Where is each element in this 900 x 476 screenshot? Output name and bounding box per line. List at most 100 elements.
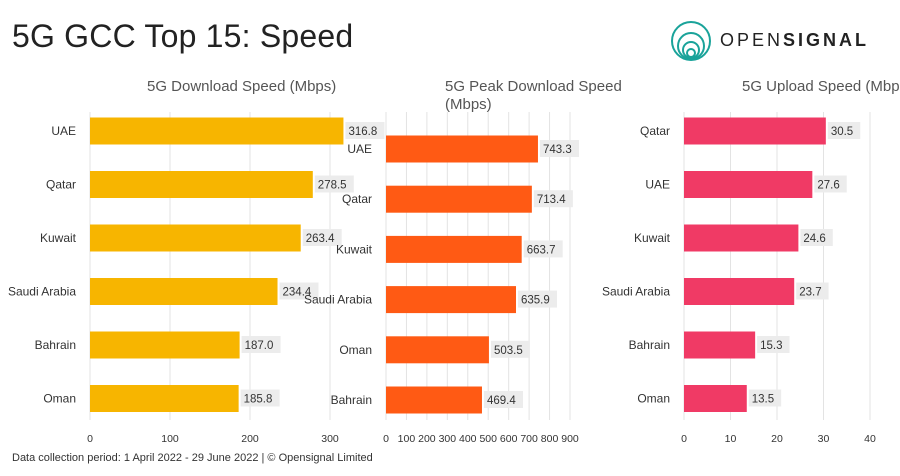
x-tick-label: 10 <box>725 433 737 445</box>
value-label-bg-2-5 <box>748 389 782 407</box>
category-label: Qatar <box>46 178 76 192</box>
value-label-bg-2-4 <box>757 336 790 353</box>
footer-note: Data collection period: 1 April 2022 - 2… <box>12 452 373 464</box>
value-label: 635.9 <box>521 295 550 307</box>
value-label-bg-2-2 <box>800 229 833 246</box>
bar-2-0 <box>684 117 826 145</box>
value-label-bg-1-1 <box>533 190 573 208</box>
value-label: 503.5 <box>494 345 523 357</box>
logo-word-bold: SIGNAL <box>783 30 870 50</box>
value-label-bg-0-0 <box>345 122 385 139</box>
bar-0-5 <box>90 385 239 412</box>
value-label: 13.5 <box>752 394 774 406</box>
value-label-bg-2-1 <box>814 175 847 193</box>
x-tick-label: 100 <box>161 433 179 445</box>
x-tick-label: 100 <box>398 433 416 445</box>
chart-title-1: 5G Peak Download Speed <box>445 78 622 95</box>
opensignal-logo: OPENSIGNAL <box>668 18 888 64</box>
x-tick-label: 600 <box>500 433 518 445</box>
bar-2-1 <box>684 171 813 198</box>
x-tick-label: 0 <box>681 433 687 445</box>
value-label: 23.7 <box>799 287 821 299</box>
bar-2-4 <box>684 331 756 359</box>
category-label: Oman <box>339 343 372 357</box>
value-label-bg-0-4 <box>241 336 281 353</box>
bar-1-5 <box>386 386 482 414</box>
value-label: 713.4 <box>537 194 566 206</box>
logo-word-light: OPEN <box>720 30 784 50</box>
value-label: 15.3 <box>760 340 782 352</box>
value-label-bg-0-1 <box>314 175 354 193</box>
page-title: 5G GCC Top 15: Speed <box>12 18 354 54</box>
x-tick-label: 30 <box>818 433 830 445</box>
category-label: Saudi Arabia <box>304 293 372 307</box>
category-label: Kuwait <box>634 231 671 245</box>
value-label: 263.4 <box>306 233 335 245</box>
value-label: 278.5 <box>318 180 347 192</box>
bar-1-3 <box>386 286 517 314</box>
bar-2-3 <box>684 278 795 305</box>
value-label-bg-2-3 <box>796 282 829 300</box>
value-label: 743.3 <box>543 144 572 156</box>
x-tick-label: 0 <box>383 433 389 445</box>
value-label-bg-1-4 <box>490 340 530 358</box>
bar-1-2 <box>386 235 522 263</box>
bar-1-4 <box>386 336 489 364</box>
bar-2-2 <box>684 224 799 252</box>
value-label: 27.6 <box>817 180 839 192</box>
category-label: UAE <box>347 142 372 156</box>
bar-1-0 <box>386 135 538 163</box>
value-label: 663.7 <box>527 244 556 256</box>
x-tick-label: 20 <box>771 433 783 445</box>
value-label-bg-2-0 <box>827 122 861 139</box>
category-label: Bahrain <box>629 338 670 352</box>
x-tick-label: 40 <box>864 433 876 445</box>
bar-0-2 <box>90 224 301 252</box>
x-tick-label: 200 <box>418 433 436 445</box>
value-label: 30.5 <box>831 126 853 138</box>
value-label: 316.8 <box>348 126 377 138</box>
category-label: Saudi Arabia <box>602 285 670 299</box>
value-label-bg-1-2 <box>523 240 563 258</box>
category-label: Oman <box>43 392 76 406</box>
value-label-bg-0-3 <box>279 282 319 300</box>
value-label-bg-0-5 <box>240 389 280 407</box>
chart-title-0: 5G Download Speed (Mbps) <box>147 78 336 95</box>
category-label: Bahrain <box>35 338 76 352</box>
category-label: Qatar <box>640 124 670 138</box>
value-label-bg-0-2 <box>302 229 342 246</box>
x-tick-label: 300 <box>321 433 339 445</box>
x-tick-label: 700 <box>520 433 538 445</box>
x-tick-label: 900 <box>561 433 579 445</box>
x-tick-label: 0 <box>87 433 93 445</box>
value-label: 24.6 <box>803 233 825 245</box>
chart-title-2: 5G Upload Speed (Mbps) <box>742 78 900 95</box>
bar-0-3 <box>90 278 278 305</box>
value-label: 185.8 <box>244 394 273 406</box>
chart-title-1: (Mbps) <box>445 96 492 113</box>
bar-1-1 <box>386 185 532 213</box>
category-label: UAE <box>645 178 670 192</box>
bar-2-5 <box>684 385 747 412</box>
bar-0-0 <box>90 117 344 145</box>
value-label: 187.0 <box>245 340 274 352</box>
category-label: UAE <box>51 124 76 138</box>
bar-0-4 <box>90 331 240 359</box>
x-tick-label: 200 <box>241 433 259 445</box>
x-tick-label: 300 <box>439 433 457 445</box>
value-label: 234.4 <box>283 287 312 299</box>
bar-0-1 <box>90 171 313 198</box>
category-label: Bahrain <box>331 393 372 407</box>
logo-wordmark: OPENSIGNAL <box>720 30 869 51</box>
category-label: Saudi Arabia <box>8 285 76 299</box>
category-label: Qatar <box>342 192 372 206</box>
category-label: Oman <box>637 392 670 406</box>
x-tick-label: 400 <box>459 433 477 445</box>
x-tick-label: 500 <box>479 433 497 445</box>
value-label-bg-1-0 <box>539 140 579 157</box>
value-label-bg-1-5 <box>483 391 523 408</box>
category-label: Kuwait <box>336 242 373 256</box>
x-tick-label: 800 <box>541 433 559 445</box>
value-label-bg-1-3 <box>518 290 558 308</box>
